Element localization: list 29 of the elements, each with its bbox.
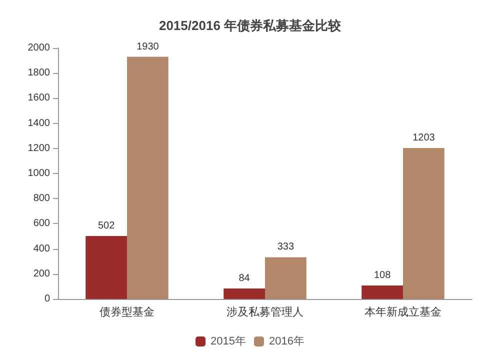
data-label: 84 (238, 272, 250, 284)
legend-label: 2015年 (210, 336, 246, 348)
x-tick-label: 本年新成立基金 (364, 306, 442, 318)
x-tick-label: 涉及私募管理人 (226, 306, 304, 318)
data-label: 502 (98, 220, 116, 232)
y-tick-label: 800 (33, 193, 50, 204)
data-label: 1203 (412, 132, 436, 144)
y-tick-label: 1200 (28, 142, 50, 154)
bar (265, 257, 306, 299)
bar (224, 288, 265, 299)
bar (362, 285, 403, 299)
y-tick-label: 200 (33, 268, 50, 280)
bar (86, 236, 127, 299)
y-tick-label: 1000 (28, 168, 50, 179)
y-tick-label: 1400 (28, 118, 50, 129)
y-tick-label: 2000 (28, 42, 50, 54)
y-tick-label: 600 (33, 218, 50, 230)
y-tick-label: 400 (33, 243, 50, 254)
legend-label: 2016年 (269, 336, 304, 348)
data-label: 333 (277, 242, 294, 253)
data-label: 1930 (136, 41, 160, 52)
chart-title: 2015/2016 年债券私募基金比较 (158, 18, 342, 33)
data-label: 108 (374, 270, 392, 281)
y-tick-label: 0 (44, 294, 50, 304)
x-tick-label: 债券型基金 (100, 306, 154, 318)
bar (403, 148, 444, 299)
y-tick-label: 1600 (28, 92, 50, 104)
y-tick-label: 1800 (28, 68, 50, 79)
bar (127, 56, 168, 299)
